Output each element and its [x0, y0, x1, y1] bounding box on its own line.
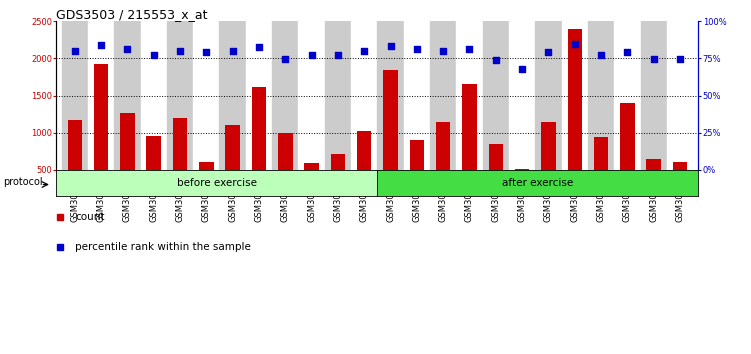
Bar — [620, 103, 635, 207]
Bar — [541, 122, 556, 207]
Bar — [535, 21, 562, 170]
Bar — [246, 21, 272, 170]
Point — [122, 47, 134, 52]
Point — [542, 50, 554, 55]
Bar — [357, 131, 372, 207]
Point — [437, 48, 449, 54]
Bar — [568, 29, 582, 207]
Point — [569, 41, 581, 46]
Point — [621, 50, 633, 55]
Point — [595, 53, 607, 58]
Point — [279, 56, 291, 62]
Point — [411, 47, 423, 52]
Bar — [146, 136, 161, 207]
Bar — [272, 21, 298, 170]
Bar — [167, 21, 193, 170]
Bar — [351, 21, 378, 170]
Point — [516, 66, 528, 72]
Point — [647, 56, 659, 62]
Bar — [594, 137, 608, 207]
Bar — [588, 21, 614, 170]
Bar — [173, 118, 187, 207]
Bar — [463, 84, 477, 207]
Point — [253, 45, 265, 50]
Text: count: count — [75, 212, 104, 222]
Bar — [140, 21, 167, 170]
Bar — [120, 113, 134, 207]
Point — [174, 48, 186, 54]
Bar — [409, 140, 424, 207]
Text: GDS3503 / 215553_x_at: GDS3503 / 215553_x_at — [56, 8, 208, 21]
Bar — [641, 21, 667, 170]
Bar — [199, 162, 213, 207]
Bar — [193, 21, 219, 170]
Bar — [94, 64, 108, 207]
Bar — [383, 70, 398, 207]
Bar — [614, 21, 641, 170]
Bar — [324, 21, 351, 170]
Bar — [515, 169, 529, 207]
Point — [306, 53, 318, 58]
Bar — [304, 163, 319, 207]
Bar — [114, 21, 140, 170]
Bar — [647, 159, 661, 207]
Point — [358, 48, 370, 54]
Bar — [457, 21, 483, 170]
Text: before exercise: before exercise — [176, 178, 257, 188]
Point — [674, 56, 686, 62]
Bar — [378, 21, 404, 170]
Text: protocol: protocol — [3, 177, 43, 187]
Bar — [219, 21, 246, 170]
Point — [148, 52, 160, 57]
Bar — [225, 125, 240, 207]
Bar — [562, 21, 588, 170]
Point — [227, 48, 239, 54]
Bar — [509, 21, 535, 170]
Point — [332, 52, 344, 57]
Bar — [404, 21, 430, 170]
Point — [490, 57, 502, 63]
Point — [385, 43, 397, 48]
Bar — [330, 154, 345, 207]
Bar — [68, 120, 82, 207]
Bar — [489, 144, 503, 207]
Point — [95, 42, 107, 48]
Bar — [483, 21, 509, 170]
Text: percentile rank within the sample: percentile rank within the sample — [75, 242, 251, 252]
Bar — [88, 21, 114, 170]
Point — [69, 48, 81, 54]
Text: after exercise: after exercise — [502, 178, 574, 188]
Bar — [62, 21, 88, 170]
Bar — [252, 87, 266, 207]
Bar — [298, 21, 324, 170]
Point — [201, 49, 213, 55]
Bar — [667, 21, 693, 170]
Bar — [436, 122, 451, 207]
Bar — [430, 21, 457, 170]
Point — [463, 46, 475, 52]
Bar — [278, 133, 292, 207]
Bar — [673, 162, 687, 207]
